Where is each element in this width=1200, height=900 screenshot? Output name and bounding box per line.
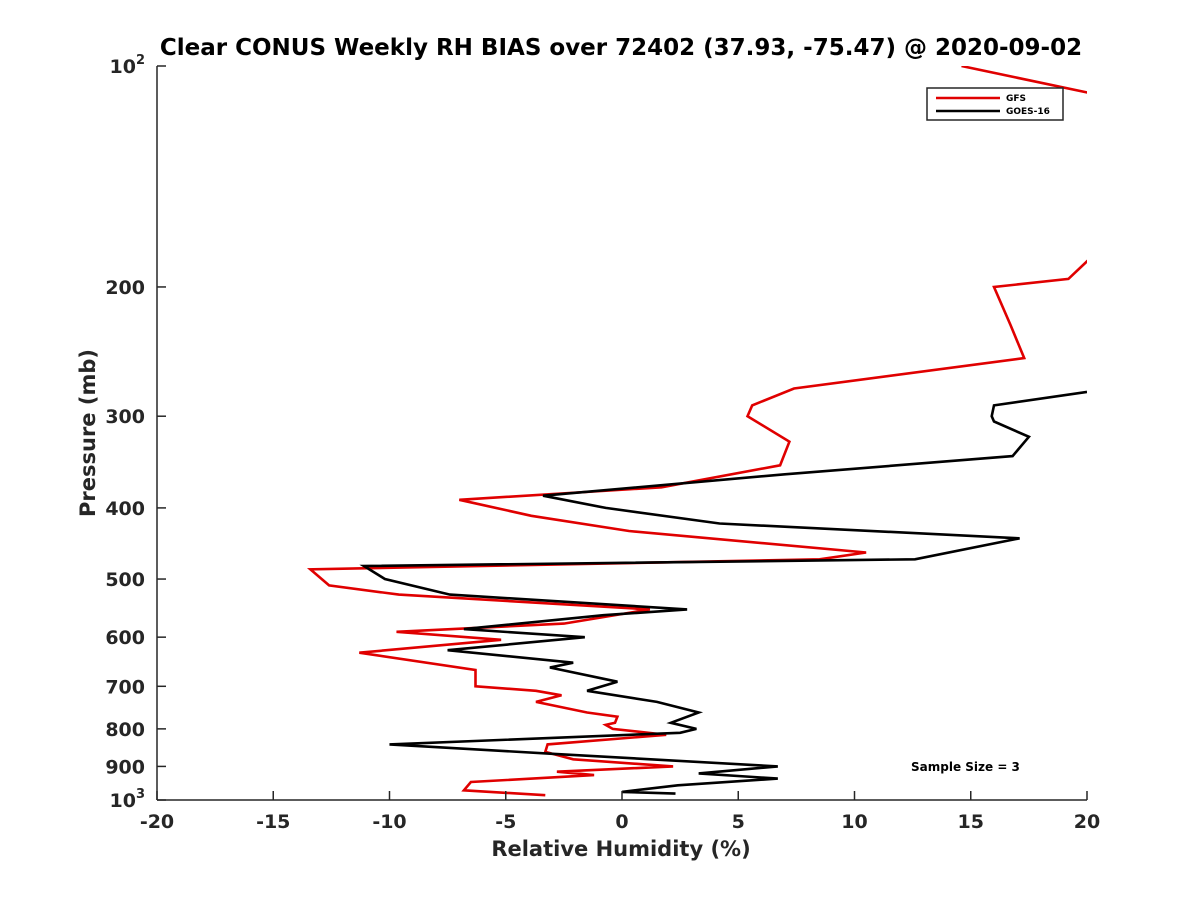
y-tick-label: 500 xyxy=(105,569,145,591)
legend-box xyxy=(926,87,1064,121)
y-tick-label: 700 xyxy=(105,676,145,698)
legend-label: GFS xyxy=(1006,94,1026,104)
y-tick-label: 400 xyxy=(105,498,145,520)
y-axis-label: Pressure (mb) xyxy=(76,349,100,517)
x-tick-label: 15 xyxy=(958,811,984,833)
chart-title: Clear CONUS Weekly RH BIAS over 72402 (3… xyxy=(160,35,1082,61)
y-tick-label: 800 xyxy=(105,719,145,741)
x-tick-label: -10 xyxy=(372,811,406,833)
legend: GFS GOES-16 xyxy=(926,87,1064,121)
y-tick-label: 200 xyxy=(105,277,145,299)
x-axis-label: Relative Humidity (%) xyxy=(491,837,750,861)
y-tick-label: 103 xyxy=(110,787,146,812)
sample-size-annotation: Sample Size = 3 xyxy=(911,760,1020,774)
x-tick-label: -15 xyxy=(256,811,290,833)
y-tick-label: 600 xyxy=(105,627,145,649)
x-tick-label: -5 xyxy=(495,811,516,833)
series-line-gfs xyxy=(306,66,1087,797)
legend-label: GOES-16 xyxy=(1006,107,1050,117)
y-tick-label: 300 xyxy=(105,406,145,428)
x-tick-label: 20 xyxy=(1074,811,1100,833)
series-line-goes-16 xyxy=(359,390,1087,795)
x-tick-label: -20 xyxy=(140,811,174,833)
axes-layer: -20 -15 -10 -5 0 5 10 15 20 102 200 300 400 500 600 700… xyxy=(105,53,1100,833)
x-tick-label: 10 xyxy=(841,811,867,833)
x-tick-label: 5 xyxy=(732,811,745,833)
y-tick-label: 102 xyxy=(110,53,146,78)
x-tick-label: 0 xyxy=(615,811,628,833)
series-layer xyxy=(306,66,1087,797)
y-tick-label: 900 xyxy=(105,756,145,778)
